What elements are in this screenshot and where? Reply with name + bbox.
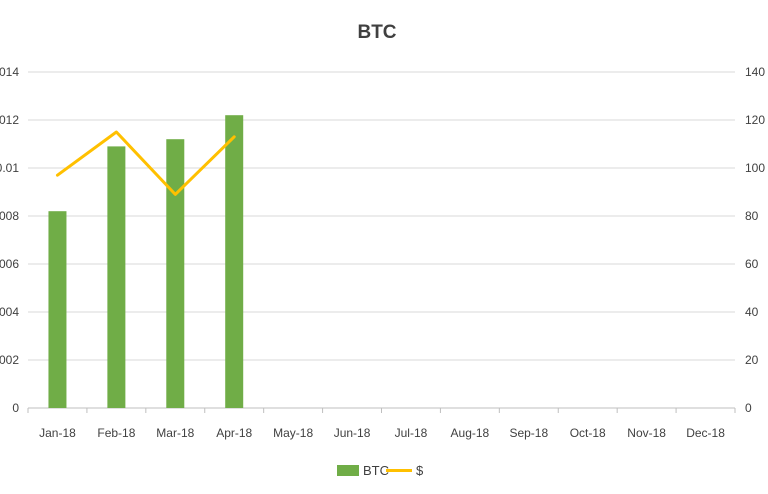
right-tick-label: 120 — [745, 113, 765, 127]
bar — [166, 139, 185, 408]
right-axis-labels: 0 20 40 60 80 100 120 140 — [745, 65, 765, 415]
x-tick-label: Jun-18 — [334, 426, 371, 440]
x-tick-label: Oct-18 — [570, 426, 606, 440]
right-tick-label: 140 — [745, 65, 765, 79]
right-tick-label: 20 — [745, 353, 759, 367]
x-tick-label: Aug-18 — [451, 426, 490, 440]
x-tick-label: Jan-18 — [39, 426, 76, 440]
right-tick-label: 80 — [745, 209, 759, 223]
left-tick-label: 0.014 — [0, 65, 19, 79]
x-tick-label: Feb-18 — [97, 426, 135, 440]
left-tick-label: 0 — [12, 401, 19, 415]
x-tick-label: Dec-18 — [686, 426, 725, 440]
line-series — [55, 130, 236, 196]
x-tick-label: Sep-18 — [509, 426, 548, 440]
left-tick-label: 0.004 — [0, 305, 19, 319]
chart-title: BTC — [357, 22, 396, 43]
left-tick-label: 0.008 — [0, 209, 19, 223]
left-tick-label: 0.01 — [0, 161, 19, 175]
x-tick-label: Apr-18 — [216, 426, 252, 440]
legend-label-usd: $ — [416, 463, 424, 478]
x-axis-labels: Jan-18 Feb-18 Mar-18 Apr-18 May-18 Jun-18 Jul-… — [39, 426, 725, 440]
right-tick-label: 100 — [745, 161, 765, 175]
right-tick-label: 0 — [745, 401, 752, 415]
left-tick-label: 0.006 — [0, 257, 19, 271]
left-axis-labels: 0 0.002 0.004 0.006 0.008 0.01 0.012 0.014 — [0, 65, 19, 415]
right-tick-label: 40 — [745, 305, 759, 319]
left-tick-label: 0.012 — [0, 113, 19, 127]
legend: BTC $ — [337, 463, 424, 478]
bar — [225, 115, 244, 408]
line-path — [55, 130, 236, 196]
x-tick-label: Mar-18 — [156, 426, 194, 440]
bar-series — [48, 115, 244, 408]
bar — [107, 146, 126, 408]
gridlines — [27, 71, 736, 413]
x-tick-label: Nov-18 — [627, 426, 666, 440]
bar — [48, 211, 67, 408]
x-tick-label: May-18 — [273, 426, 313, 440]
left-tick-label: 0.002 — [0, 353, 19, 367]
legend-label-btc: BTC — [363, 463, 389, 478]
right-tick-label: 60 — [745, 257, 759, 271]
x-tick-label: Jul-18 — [395, 426, 428, 440]
legend-swatch-btc — [337, 465, 359, 476]
